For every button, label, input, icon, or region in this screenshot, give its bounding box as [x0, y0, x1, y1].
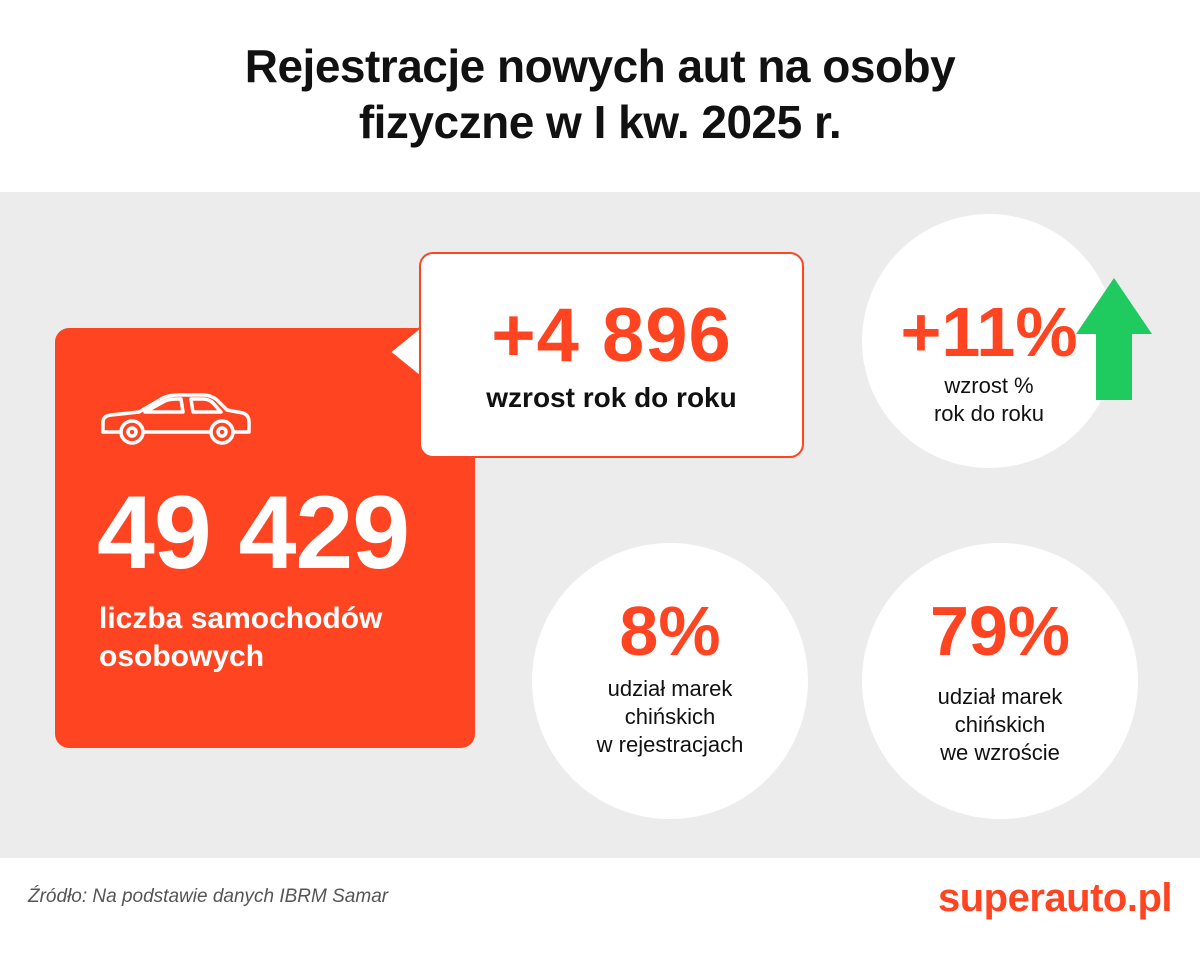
page-title: Rejestracje nowych aut na osoby fizyczne… — [0, 38, 1200, 150]
registrations-label: liczba samochodów osobowych — [99, 600, 459, 676]
growth-percent-label: wzrost % rok do roku — [933, 373, 1045, 426]
growth-percent-value: +11% — [900, 293, 1078, 371]
chinese-share-growth-label: udział marek chińskich we wzroście — [937, 684, 1063, 765]
source-note: Źródło: Na podstawie danych IBRM Samar — [28, 886, 389, 907]
yoy-growth-value: +4 896 — [491, 293, 732, 378]
speech-bubble-tail — [388, 325, 423, 379]
chinese-share-growth-circle: 79% udział marek chińskich we wzroście — [862, 543, 1138, 819]
yoy-growth-bubble: +4 896 wzrost rok do roku — [419, 252, 804, 458]
chinese-share-growth-value: 79% — [929, 592, 1071, 670]
title-line-2: fizyczne w I kw. 2025 r. — [358, 96, 842, 148]
arrow-up-icon — [1076, 278, 1152, 400]
title-line-1: Rejestracje nowych aut na osoby — [244, 40, 956, 92]
chinese-share-registrations-circle: 8% udział marek chińskich w rejestracjac… — [532, 543, 808, 819]
registrations-label-line-1: liczba samochodów — [99, 602, 383, 635]
growth-percent-circle: +11% wzrost % rok do roku — [862, 214, 1116, 468]
registrations-card: 49 429 liczba samochodów osobowych — [55, 328, 475, 748]
chinese-share-registrations-value: 8% — [619, 592, 721, 670]
registrations-value: 49 429 — [97, 475, 410, 591]
car-icon — [101, 393, 251, 445]
yoy-growth-label: wzrost rok do roku — [486, 382, 737, 413]
superauto-logo: superauto.pl — [937, 876, 1173, 920]
chinese-share-registrations-label: udział marek chińskich w rejestracjach — [596, 676, 744, 757]
registrations-label-line-2: osobowych — [99, 640, 265, 673]
